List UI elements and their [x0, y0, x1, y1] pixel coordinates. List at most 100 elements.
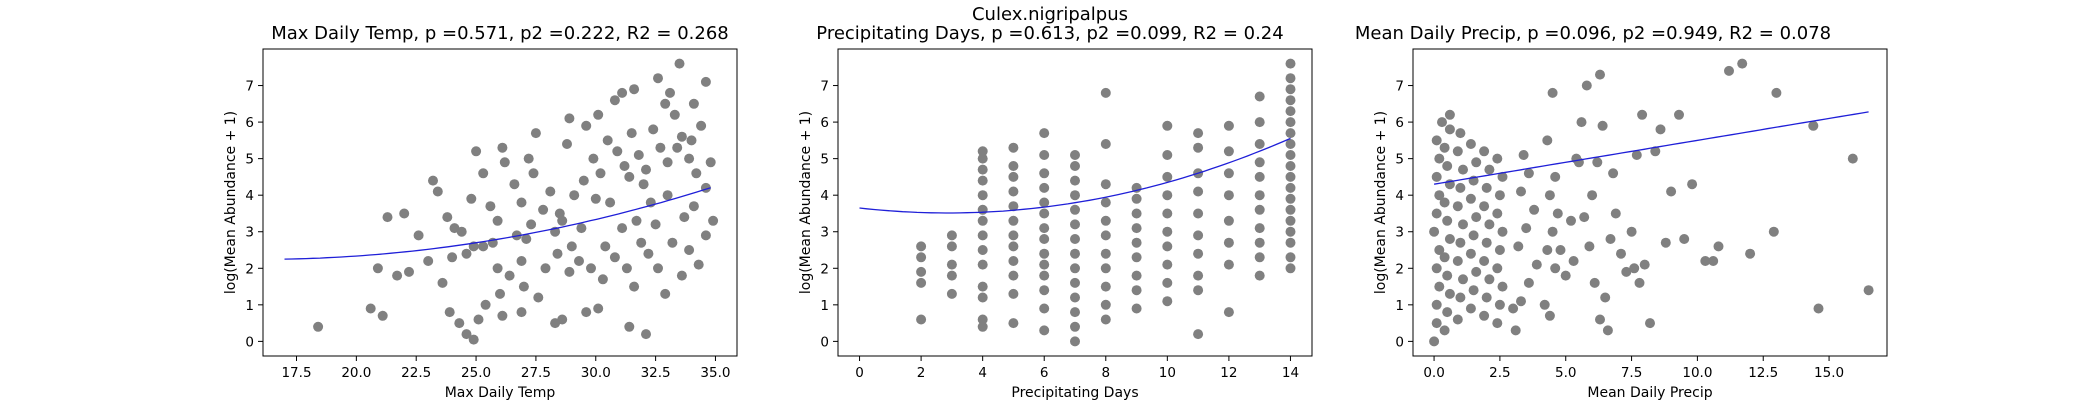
y-tick-label: 0	[245, 334, 254, 350]
scatter-point	[662, 190, 673, 201]
scatter-point	[516, 256, 527, 266]
scatter-point	[1285, 117, 1296, 128]
scatter-point	[1008, 256, 1019, 266]
scatter-point	[1008, 288, 1019, 299]
scatter-point	[1254, 237, 1265, 248]
y-tick-label: 6	[1395, 115, 1404, 131]
scatter-point	[461, 248, 472, 259]
scatter-point	[1162, 190, 1173, 201]
scatter-point	[648, 124, 659, 135]
scatter-point	[382, 212, 393, 223]
scatter-point	[504, 270, 515, 281]
scatter-point	[1492, 153, 1503, 164]
scatter-point	[662, 157, 673, 168]
scatter-point	[586, 263, 596, 274]
scatter-point	[1285, 226, 1296, 237]
y-tick-label: 4	[1395, 188, 1404, 204]
scatter-point	[1455, 182, 1466, 193]
scatter-point	[1070, 234, 1080, 244]
scatter-point	[1471, 157, 1482, 168]
figure-title: Culex.nigripalpus	[972, 4, 1128, 25]
scatter-point	[1444, 109, 1455, 120]
scatter-point	[1285, 95, 1296, 106]
scatter-point	[557, 215, 568, 226]
scatter-point	[1223, 168, 1234, 179]
scatter-point	[1008, 186, 1019, 197]
scatter-point	[1193, 230, 1204, 241]
scatter-point	[1452, 314, 1463, 325]
scatter-point	[1431, 318, 1442, 329]
scatter-point	[1039, 150, 1050, 160]
y-tick-label: 5	[245, 152, 254, 168]
scatter-point	[1193, 128, 1204, 139]
scatter-point	[516, 197, 527, 208]
scatter-point	[977, 190, 988, 201]
scatter-point	[593, 109, 604, 120]
scatter-point	[1494, 299, 1505, 310]
scatter-point	[676, 270, 687, 281]
scatter-point	[1131, 223, 1142, 234]
scatter-point	[1254, 157, 1265, 168]
scatter-point	[1610, 208, 1621, 219]
scatter-point	[1442, 307, 1453, 318]
scatter-point	[1481, 237, 1492, 248]
scatter-point	[1542, 245, 1553, 255]
scatter-point	[1162, 208, 1173, 219]
scatter-point	[1008, 142, 1019, 153]
scatter-point	[1131, 285, 1142, 296]
scatter-point	[977, 215, 988, 226]
scatter-point	[1579, 212, 1590, 223]
scatter-point	[1431, 299, 1442, 310]
y-tick-label: 3	[1395, 225, 1404, 241]
scatter-point	[597, 274, 608, 285]
scatter-point	[1039, 128, 1050, 139]
scatter-point	[1576, 117, 1587, 128]
scatter-point	[1429, 226, 1440, 237]
scatter-point	[1660, 237, 1671, 248]
x-tick-label: 2	[917, 365, 926, 381]
scatter-point	[1434, 281, 1445, 292]
scatter-point	[1455, 292, 1466, 303]
scatter-point	[602, 135, 613, 146]
scatter-point	[1560, 270, 1571, 281]
scatter-point	[392, 270, 403, 281]
scatter-point	[595, 168, 606, 179]
scatter-point	[545, 186, 556, 197]
scatter-point	[1008, 171, 1019, 182]
fit-curve	[284, 187, 711, 260]
y-tick-label: 7	[245, 79, 254, 95]
scatter-point	[1497, 281, 1508, 292]
scatter-point	[605, 197, 616, 208]
scatter-point	[1584, 241, 1595, 252]
scatter-point	[590, 193, 601, 204]
scatter-point	[1437, 117, 1447, 128]
scatter-point	[1513, 241, 1524, 252]
scatter-point	[1285, 73, 1296, 84]
scatter-point	[399, 208, 410, 219]
x-axis-label: Precipitating Days	[1011, 385, 1138, 400]
scatter-point	[456, 226, 467, 237]
x-tick-label: 17.5	[281, 365, 311, 381]
scatter-point	[946, 288, 957, 299]
y-tick-label: 5	[820, 152, 829, 168]
scatter-point	[624, 321, 635, 332]
scatter-point	[538, 204, 549, 215]
scatter-point	[1254, 139, 1265, 149]
scatter-point	[1637, 109, 1648, 120]
scatter-point	[1285, 182, 1296, 193]
scatter-point	[1431, 208, 1442, 219]
scatter-point	[1452, 256, 1463, 266]
scatter-point	[1193, 208, 1204, 219]
scatter-point	[562, 139, 572, 149]
x-tick-label: 0	[855, 365, 864, 381]
scatter-point	[617, 223, 628, 234]
scatter-point	[693, 259, 704, 270]
scatter-point	[1539, 299, 1550, 310]
scatter-point	[1070, 307, 1080, 318]
plot-title: Max Daily Temp, p =0.571, p2 =0.222, R2 …	[271, 23, 729, 44]
scatter-point	[708, 215, 719, 226]
scatter-point	[619, 161, 630, 171]
scatter-point	[641, 164, 651, 175]
x-tick-label: 0.0	[1423, 365, 1444, 381]
scatter-point	[600, 241, 611, 252]
